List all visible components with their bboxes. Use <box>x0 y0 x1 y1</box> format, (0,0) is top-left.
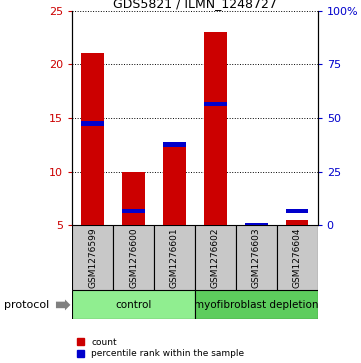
Bar <box>195 290 318 319</box>
Bar <box>72 290 195 319</box>
Bar <box>122 171 145 225</box>
Title: GDS5821 / ILMN_1248727: GDS5821 / ILMN_1248727 <box>113 0 277 10</box>
Text: protocol: protocol <box>4 300 49 310</box>
Bar <box>286 220 308 225</box>
Bar <box>204 32 227 225</box>
Bar <box>82 121 104 126</box>
Bar <box>286 209 308 213</box>
Bar <box>154 225 195 290</box>
Bar <box>163 143 186 225</box>
Bar <box>195 225 236 290</box>
Text: GSM1276604: GSM1276604 <box>293 228 302 288</box>
Text: myofibroblast depletion: myofibroblast depletion <box>194 300 318 310</box>
Text: control: control <box>116 300 152 310</box>
Text: GSM1276599: GSM1276599 <box>88 227 97 288</box>
Bar <box>163 142 186 147</box>
Bar <box>245 223 268 227</box>
Bar <box>113 225 154 290</box>
Text: GSM1276603: GSM1276603 <box>252 227 261 288</box>
Bar <box>122 209 145 213</box>
Text: GSM1276602: GSM1276602 <box>211 228 220 288</box>
Text: GSM1276600: GSM1276600 <box>129 227 138 288</box>
Bar <box>72 225 113 290</box>
Text: GSM1276601: GSM1276601 <box>170 227 179 288</box>
Bar <box>82 53 104 225</box>
Bar <box>204 102 227 106</box>
Legend: count, percentile rank within the sample: count, percentile rank within the sample <box>77 338 244 359</box>
Bar <box>277 225 318 290</box>
Bar <box>236 225 277 290</box>
